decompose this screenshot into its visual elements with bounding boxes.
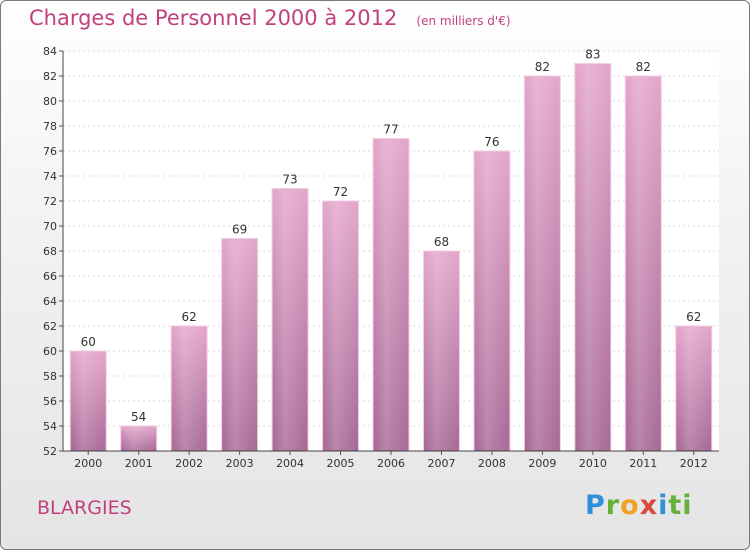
y-tick-label: 54 — [43, 420, 57, 433]
bar-highlight — [375, 139, 407, 450]
x-tick-label: 2005 — [327, 457, 355, 470]
bar-highlight — [475, 152, 508, 450]
bar-value-label: 72 — [333, 185, 348, 199]
chart-subtitle: (en milliers d'€) — [416, 14, 511, 28]
proxiti-logo[interactable]: Proxiti — [585, 490, 693, 521]
x-tick-label: 2008 — [478, 457, 506, 470]
y-tick-label: 82 — [43, 70, 57, 83]
y-tick-label: 60 — [43, 345, 57, 358]
logo-letter: r — [605, 490, 621, 521]
y-tick-label: 72 — [43, 195, 57, 208]
x-tick-label: 2012 — [680, 457, 708, 470]
y-tick-label: 68 — [43, 245, 57, 258]
bar-value-label: 54 — [131, 410, 146, 424]
logo-letter: i — [658, 490, 669, 521]
bar-highlight — [223, 239, 256, 450]
bar-highlight — [324, 202, 357, 450]
y-tick-label: 66 — [43, 270, 57, 283]
y-tick-label: 80 — [43, 95, 57, 108]
bar-value-label: 76 — [484, 135, 499, 149]
axes: 52 54 56 58 60 62 64 66 68 70 72 74 76 78 80 82 84 2000 20… — [43, 45, 719, 470]
y-tick-label: 84 — [43, 45, 57, 58]
bar-value-label: 62 — [182, 310, 197, 324]
y-tick-label: 76 — [43, 145, 57, 158]
bar-value-label: 83 — [585, 48, 600, 62]
bar-highlight — [122, 427, 155, 450]
bar-highlight — [173, 327, 206, 450]
y-tick-label: 64 — [43, 295, 57, 308]
bar-value-label: 60 — [81, 335, 96, 349]
bar-highlight — [627, 77, 660, 450]
y-tick-label: 62 — [43, 320, 57, 333]
y-tick-label: 78 — [43, 120, 57, 133]
logo-letter: P — [585, 490, 606, 521]
y-tick-label: 52 — [43, 445, 57, 458]
bar-highlight — [677, 327, 710, 450]
bar-value-label: 68 — [434, 235, 449, 249]
x-tick-label: 2004 — [276, 457, 304, 470]
logo-letter: ti — [668, 490, 693, 521]
logo-letter: o — [620, 490, 640, 521]
y-tick-label: 70 — [43, 220, 57, 233]
location-label: BLARGIES — [37, 497, 132, 519]
x-tick-label: 2009 — [528, 457, 556, 470]
bar-highlight — [72, 352, 105, 450]
x-tick-label: 2006 — [377, 457, 405, 470]
bar-value-label: 77 — [383, 123, 398, 137]
x-tick-label: 2010 — [579, 457, 607, 470]
x-tick-label: 2003 — [226, 457, 254, 470]
bar-highlight — [274, 189, 307, 450]
y-tick-label: 58 — [43, 370, 57, 383]
chart-title: Charges de Personnel 2000 à 2012 — [29, 6, 398, 30]
logo-letter: x — [639, 490, 659, 521]
bar-highlight — [425, 252, 458, 450]
bar-highlight — [576, 64, 609, 450]
x-tick-label: 2002 — [175, 457, 203, 470]
bar-value-label: 82 — [535, 60, 550, 74]
bar-highlight — [526, 77, 559, 450]
y-tick-label: 56 — [43, 395, 57, 408]
x-tick-label: 2011 — [629, 457, 657, 470]
bar-value-label: 73 — [282, 173, 297, 187]
y-tick-label: 74 — [43, 170, 57, 183]
x-tick-label: 2000 — [74, 457, 102, 470]
bars: 60 54 62 69 73 72 77 68 76 82 83 82 62 — [69, 48, 713, 452]
x-tick-label: 2001 — [125, 457, 153, 470]
bar-value-label: 82 — [636, 60, 651, 74]
x-tick-label: 2007 — [427, 457, 455, 470]
chart-title-block: Charges de Personnel 2000 à 2012 (en mil… — [29, 6, 511, 30]
bar-value-label: 69 — [232, 223, 247, 237]
bar-value-label: 62 — [686, 310, 701, 324]
